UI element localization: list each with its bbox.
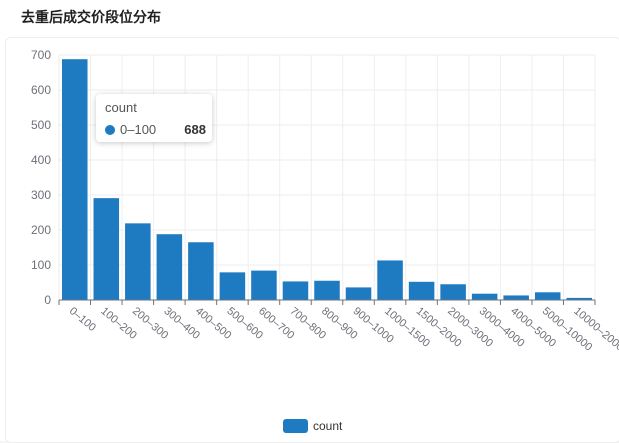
bar-700–800[interactable] <box>282 281 309 300</box>
tooltip-color-dot <box>105 125 115 135</box>
legend-swatch <box>283 419 308 433</box>
bar-300–400[interactable] <box>156 234 183 300</box>
bar-100–200[interactable] <box>93 198 120 300</box>
bar-600–700[interactable] <box>251 270 277 300</box>
bar-1000–1500[interactable] <box>377 260 403 300</box>
tooltip-series-name: count <box>105 100 137 115</box>
page-title: 去重后成交价段位分布 <box>21 10 161 26</box>
y-tick-label: 600 <box>31 83 51 97</box>
bar-1500–2000[interactable] <box>408 281 435 300</box>
bar-3000–4000[interactable] <box>471 293 498 300</box>
bar-400–500[interactable] <box>188 242 214 300</box>
x-axis-ticks: 0–100 100–200200–300300–400400–500500–600… <box>67 305 619 357</box>
bar-900–1000[interactable] <box>345 287 372 300</box>
bar-200–300[interactable] <box>125 223 151 300</box>
grid-lines <box>58 54 596 300</box>
legend-label: count <box>313 419 343 433</box>
y-tick-label: 500 <box>31 118 51 132</box>
chart-tooltip: count 0–100 688 <box>96 94 212 142</box>
bars[interactable] <box>62 59 592 301</box>
bar-500–600[interactable] <box>219 272 246 300</box>
bar-10000–20000[interactable] <box>566 297 592 300</box>
y-tick-label: 400 <box>31 153 51 167</box>
y-tick-label: 200 <box>31 223 51 237</box>
y-tick-label: 0 <box>44 293 51 307</box>
y-tick-label: 100 <box>31 258 51 272</box>
y-tick-label: 700 <box>31 48 51 62</box>
bar-5000–10000[interactable] <box>534 292 561 300</box>
y-tick-label: 300 <box>31 188 51 202</box>
bar-800–900[interactable] <box>314 280 340 300</box>
bar-2000–3000[interactable] <box>440 284 466 300</box>
bar-0–100[interactable] <box>62 59 88 301</box>
y-axis-ticks: 0 100 200 300 400 500 600 700 <box>31 48 51 307</box>
tooltip-value: 688 <box>184 122 206 137</box>
x-axis <box>58 299 596 305</box>
tooltip-category: 0–100 <box>120 122 157 137</box>
x-tick-label: 0–100 <box>67 305 98 334</box>
bar-4000–5000[interactable] <box>503 295 529 300</box>
